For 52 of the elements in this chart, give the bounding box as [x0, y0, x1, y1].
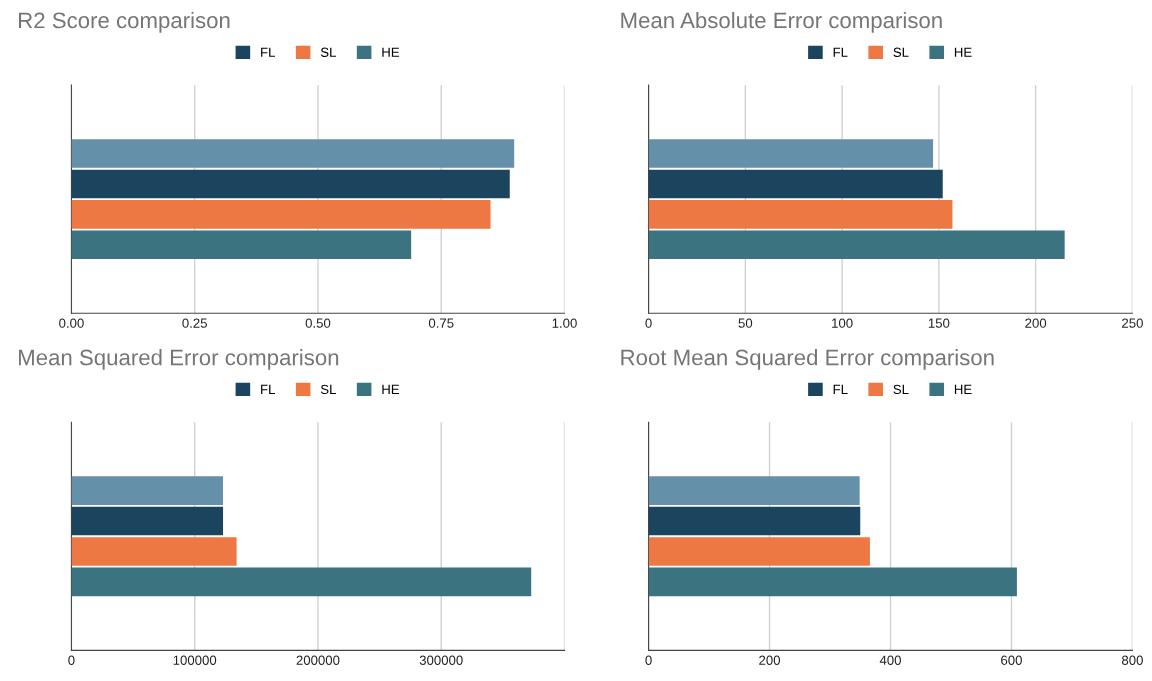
legend-label: FL [261, 47, 275, 57]
bar [648, 537, 870, 566]
x-tick-label: 0.75 [428, 318, 454, 328]
x-tick-label: 0 [68, 655, 75, 665]
x-tick-label: 250 [1122, 318, 1143, 328]
x-tick-label: 100000 [173, 655, 217, 665]
x-tick-label: 0 [645, 655, 652, 665]
x-tick-label: 100 [832, 318, 853, 328]
legend-label: HE [954, 47, 972, 57]
x-tick-label: 0.00 [59, 318, 84, 328]
legend-label: HE [382, 47, 400, 57]
bar [71, 506, 224, 536]
legend-label: SL [320, 384, 336, 395]
x-tick-label: 600 [1001, 655, 1022, 665]
legend-label: SL [893, 47, 909, 57]
bar [648, 476, 860, 505]
bar [648, 169, 943, 199]
bar [71, 537, 237, 566]
legend-label: FL [261, 384, 275, 394]
x-tick-label: 200 [759, 655, 781, 665]
bar [71, 139, 515, 168]
bar [648, 230, 1065, 260]
bar [648, 506, 861, 536]
bar [648, 139, 934, 168]
x-tick-label: 0.25 [182, 318, 207, 328]
x-tick-label: 200000 [296, 655, 340, 665]
legend-label: SL [320, 47, 336, 57]
x-tick-label: 400 [879, 655, 901, 665]
x-tick-label: 1.00 [552, 318, 577, 328]
bar [71, 169, 510, 199]
chart-title: Root Mean Squared Error comparison [621, 349, 994, 370]
chart-title: Mean Squared Error comparison [19, 349, 339, 370]
x-tick-label: 800 [1121, 655, 1143, 665]
x-tick-label: 150 [928, 318, 950, 328]
bar [71, 230, 412, 260]
x-tick-label: 50 [738, 318, 753, 328]
legend-label: HE [954, 384, 972, 394]
legend-label: FL [833, 47, 848, 57]
bar [71, 200, 491, 229]
bar [71, 567, 532, 597]
x-tick-label: 300000 [419, 655, 463, 665]
bar [648, 200, 953, 229]
bar [648, 567, 1017, 597]
chart-title: Mean Absolute Error comparison [621, 11, 942, 33]
bar [71, 476, 224, 505]
legend-label: FL [833, 384, 848, 394]
legend-label: SL [893, 384, 909, 395]
chart-title: R2 Score comparison [19, 11, 230, 33]
legend-label: HE [382, 384, 400, 394]
x-tick-label: 0 [645, 318, 652, 328]
x-tick-label: 200 [1025, 318, 1047, 328]
x-tick-label: 0.50 [305, 318, 331, 328]
